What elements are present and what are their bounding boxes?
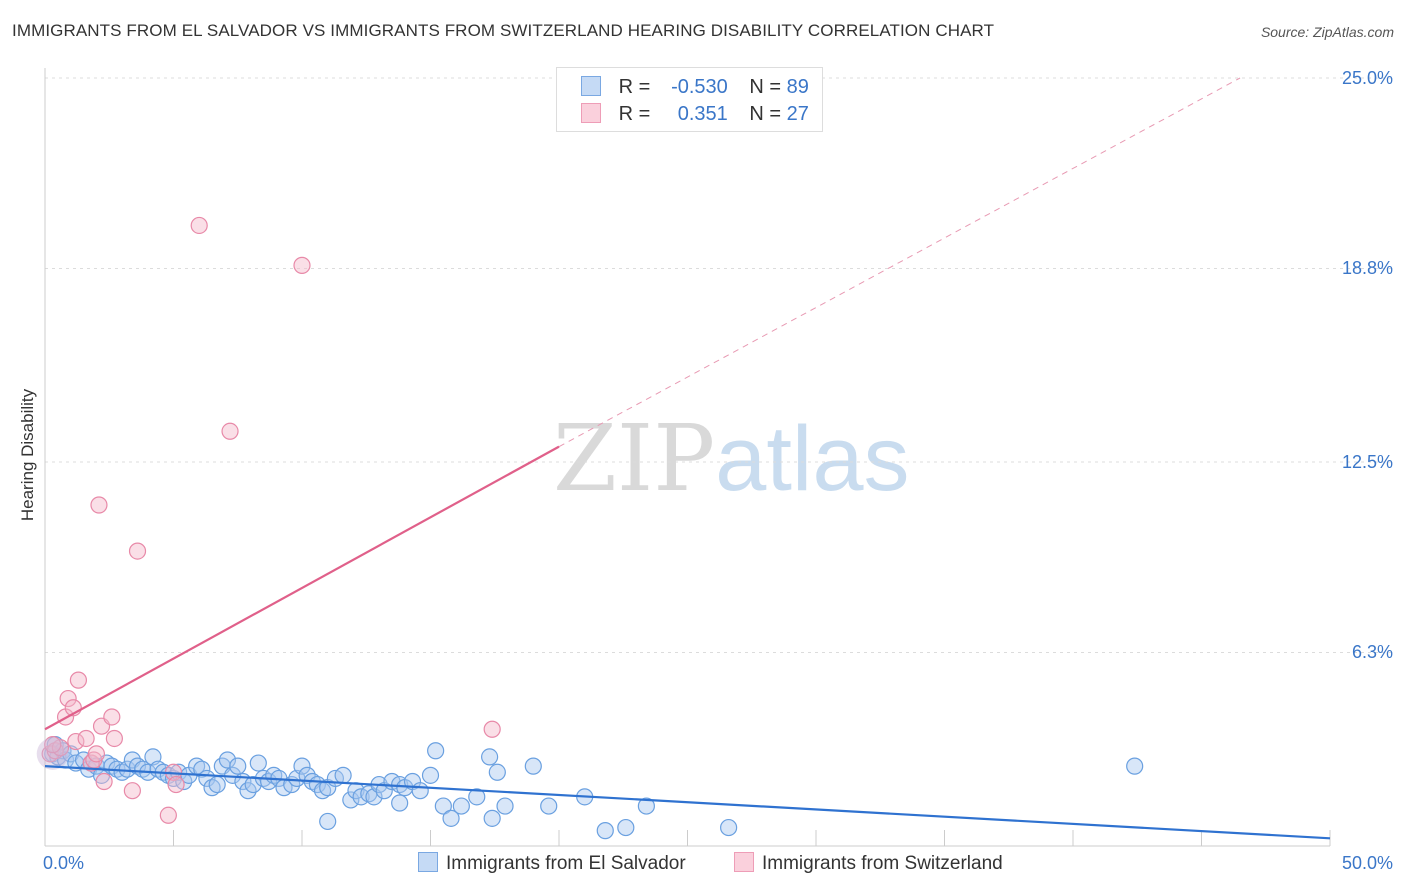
point-switzerland <box>95 772 113 791</box>
point-el-salvador <box>442 809 460 827</box>
point-switzerland <box>105 729 123 748</box>
trend-lines <box>44 77 1331 840</box>
bottom-legend-swatch-el-salvador <box>418 852 438 872</box>
point-el-salvador <box>391 794 409 812</box>
legend-r-label: R = <box>618 103 651 125</box>
x-tick-label: 0.0% <box>43 853 85 873</box>
point-switzerland <box>167 775 185 794</box>
y-axis-title: Hearing Disability <box>18 388 37 522</box>
y-tick-label: 18.8% <box>1341 258 1393 279</box>
bottom-legend-label-el-salvador: Immigrants from El Salvador <box>446 853 686 874</box>
point-el-salvador <box>637 797 655 815</box>
correlation-legend: R = -0.530 N = 89 R = 0.351 N = 27 <box>556 67 823 132</box>
axes <box>44 68 1331 847</box>
point-el-salvador <box>249 754 267 772</box>
bottom-legend-switzerland: Immigrants from Switzerland <box>734 852 1003 875</box>
point-el-salvador <box>427 742 445 760</box>
point-el-salvador <box>596 822 614 840</box>
point-el-salvador <box>1126 757 1144 775</box>
source-note: Source: ZipAtlas.com <box>1260 24 1394 40</box>
grid-lines <box>45 77 1392 653</box>
point-el-salvador <box>218 751 237 769</box>
watermark-zip: ZIP <box>553 405 716 512</box>
y-tick-label: 25.0% <box>1341 68 1393 88</box>
point-el-salvador <box>481 748 499 766</box>
legend-n-label: N = <box>749 76 782 98</box>
point-el-salvador <box>452 797 470 815</box>
point-el-salvador <box>411 782 429 800</box>
point-switzerland <box>90 496 108 514</box>
point-el-salvador <box>434 797 452 815</box>
point-el-salvador <box>113 763 131 781</box>
point-el-salvador <box>483 809 501 827</box>
point-switzerland <box>59 689 77 708</box>
trend-line-el-salvador <box>44 765 1331 840</box>
point-el-salvador <box>540 797 558 815</box>
legend-row-el-salvador: R = -0.530 N = 89 <box>581 76 809 100</box>
legend-n-value: 27 <box>786 103 809 125</box>
point-switzerland <box>221 422 239 440</box>
data-points <box>36 216 1144 840</box>
point-switzerland <box>44 736 62 754</box>
point-el-salvador <box>334 766 352 784</box>
point-switzerland <box>67 732 85 751</box>
chart-title: IMMIGRANTS FROM EL SALVADOR VS IMMIGRANT… <box>12 21 995 40</box>
bottom-legend-swatch-switzerland <box>734 852 754 872</box>
legend-r-label: R = <box>618 76 651 98</box>
point-switzerland <box>123 782 141 800</box>
point-el-salvador <box>720 818 738 837</box>
point-cluster <box>36 737 69 770</box>
point-switzerland <box>87 745 106 763</box>
point-switzerland <box>293 256 311 274</box>
legend-swatch-el-salvador <box>581 76 601 96</box>
legend-row-switzerland: R = 0.351 N = 27 <box>581 103 809 127</box>
point-el-salvador <box>496 797 514 815</box>
point-switzerland <box>103 708 121 726</box>
point-el-salvador <box>319 812 337 831</box>
point-switzerland <box>190 216 208 235</box>
point-el-salvador <box>468 788 486 806</box>
point-el-salvador <box>342 791 360 809</box>
legend-r-value: -0.530 <box>671 76 728 98</box>
point-el-salvador <box>229 757 247 775</box>
legend-r-value: 0.351 <box>677 103 728 125</box>
point-el-salvador <box>421 766 440 784</box>
bottom-legend-el-salvador: Immigrants from El Salvador <box>418 852 686 875</box>
point-el-salvador <box>193 760 211 778</box>
point-el-salvador <box>203 779 221 797</box>
y-tick-label: 6.3% <box>1351 642 1393 663</box>
point-switzerland <box>82 754 100 772</box>
watermark: ZIPatlas <box>553 405 910 512</box>
point-switzerland <box>128 542 147 560</box>
trend-extension-switzerland <box>558 77 1241 448</box>
point-el-salvador <box>488 763 506 781</box>
watermark-atlas: atlas <box>715 408 910 510</box>
point-el-salvador <box>293 757 311 775</box>
point-el-salvador <box>524 757 542 775</box>
point-el-salvador <box>617 818 635 837</box>
x-tick-label: 50.0% <box>1341 853 1393 873</box>
trend-line-switzerland <box>44 445 560 731</box>
point-switzerland <box>483 720 501 738</box>
y-tick-label: 12.5% <box>1341 452 1393 472</box>
point-switzerland <box>77 729 95 748</box>
legend-swatch-switzerland <box>581 103 601 123</box>
legend-n-value: 89 <box>786 76 809 98</box>
point-switzerland <box>159 806 177 824</box>
point-switzerland <box>69 671 88 689</box>
legend-n-label: N = <box>749 103 782 125</box>
bottom-legend-label-switzerland: Immigrants from Switzerland <box>762 853 1003 874</box>
point-el-salvador <box>208 775 226 794</box>
